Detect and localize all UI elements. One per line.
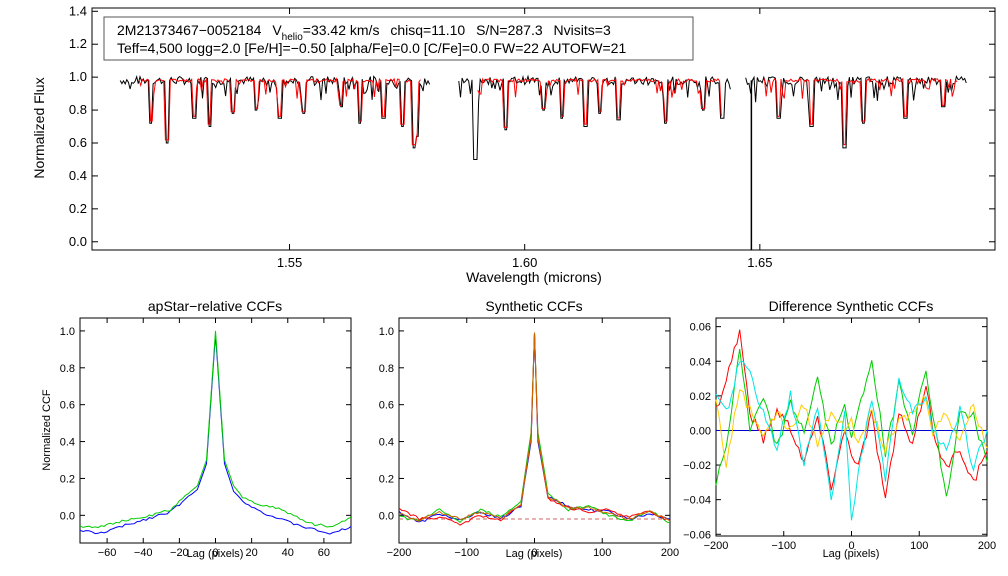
x-tick-label: 100 bbox=[910, 540, 928, 552]
spectrum-lines bbox=[120, 76, 966, 250]
y-tick-label: −0.06 bbox=[683, 529, 711, 541]
x-tick-label: −40 bbox=[134, 547, 153, 559]
apstar-ccf-x-axis-label: Lag (pixels) bbox=[187, 548, 244, 560]
x-tick-label: 20 bbox=[246, 547, 258, 559]
y-tick-label: 0.0 bbox=[379, 510, 394, 522]
x-tick-label: 40 bbox=[282, 547, 294, 559]
x-tick-label: 1.65 bbox=[747, 255, 772, 270]
y-tick-label: 1.0 bbox=[60, 326, 75, 338]
difference-ccf-axes-frame bbox=[716, 318, 987, 536]
y-tick-label: 1.4 bbox=[69, 3, 87, 18]
y-tick-label: −0.02 bbox=[683, 460, 711, 472]
difference-ccf-ticks: −200 −100 0 100 200−0.06−0.04−0.020.000.020.… bbox=[683, 318, 996, 552]
synthetic-ccf-x-axis-label: Lag (pixels) bbox=[506, 548, 563, 560]
star-id: 2M21373467−0052184 bbox=[117, 22, 262, 38]
synthetic-ccf-series-red bbox=[399, 333, 670, 525]
y-tick-label: 0.8 bbox=[60, 363, 75, 375]
difference-ccf-title: Difference Synthetic CCFs bbox=[769, 298, 934, 314]
synthetic-ccf-series-orange bbox=[399, 333, 670, 522]
y-tick-label: 0.0 bbox=[69, 234, 87, 249]
y-tick-label: 0.0 bbox=[60, 510, 75, 522]
x-tick-label: 200 bbox=[661, 547, 679, 559]
x-tick-label: −200 bbox=[704, 540, 729, 552]
snr-value: S/N=287.3 bbox=[476, 22, 543, 38]
y-tick-label: 0.6 bbox=[69, 135, 87, 150]
apstar-ccf-y-axis-label: Normalized CCF bbox=[41, 389, 53, 471]
nvisits-value: Nvisits=3 bbox=[554, 22, 611, 38]
y-tick-label: 0.2 bbox=[69, 201, 87, 216]
x-tick-label: 1.55 bbox=[277, 255, 302, 270]
y-tick-label: 0.8 bbox=[379, 363, 394, 375]
apstar-ccf-panel: −60 −40 −20 0 20 40 600.00.20.40.60.81.0 apSta… bbox=[41, 298, 351, 560]
x-tick-label: −100 bbox=[454, 547, 479, 559]
chisq-value: chisq=11.10 bbox=[390, 22, 465, 38]
model-spectrum-chip-3 bbox=[765, 79, 958, 145]
y-tick-label: 0.00 bbox=[690, 425, 711, 437]
y-tick-label: 0.2 bbox=[60, 473, 75, 485]
y-tick-label: −0.04 bbox=[683, 495, 711, 507]
y-tick-label: 0.2 bbox=[379, 473, 394, 485]
difference-ccf-lines bbox=[716, 330, 987, 521]
y-tick-label: 1.0 bbox=[379, 326, 394, 338]
synthetic-ccf-series-green bbox=[399, 333, 670, 523]
y-tick-label: 0.06 bbox=[690, 322, 711, 334]
apstar-ccf-title: apStar−relative CCFs bbox=[148, 298, 282, 314]
apstar-ccf-axes-frame bbox=[80, 318, 351, 543]
y-tick-label: 0.02 bbox=[690, 391, 711, 403]
stellar-params: Teff=4,500 logg=2.0 [Fe/H]=−0.50 [alpha/… bbox=[117, 40, 626, 56]
spectrum-x-axis-label: Wavelength (microns) bbox=[466, 269, 602, 285]
spectrum-panel: 1.55 1.60 1.65 0.0 0.2 0.4 0.6 0.8 1.0 1.2 1.4 Wav… bbox=[31, 3, 995, 285]
model-spectrum-chip-2 bbox=[478, 79, 722, 128]
observed-spectrum-chip-1 bbox=[120, 76, 430, 147]
synthetic-ccf-lines bbox=[399, 333, 670, 525]
y-tick-label: 1.0 bbox=[69, 69, 87, 84]
x-tick-label: −100 bbox=[771, 540, 796, 552]
difference-ccf-series-red bbox=[716, 330, 987, 498]
y-tick-label: 0.6 bbox=[60, 400, 75, 412]
synthetic-ccf-title: Synthetic CCFs bbox=[485, 298, 582, 314]
y-tick-label: 0.4 bbox=[379, 437, 394, 449]
y-tick-label: 0.4 bbox=[69, 168, 87, 183]
x-tick-label: −200 bbox=[387, 547, 412, 559]
x-tick-label: 200 bbox=[978, 540, 996, 552]
x-tick-label: 60 bbox=[318, 547, 330, 559]
figure: 1.55 1.60 1.65 0.0 0.2 0.4 0.6 0.8 1.0 1.2 1.4 Wav… bbox=[0, 0, 1008, 576]
observed-spectrum-chip-2 bbox=[459, 76, 731, 159]
difference-ccf-x-axis-label: Lag (pixels) bbox=[823, 548, 880, 560]
x-tick-label: −60 bbox=[98, 547, 117, 559]
y-tick-label: 0.4 bbox=[60, 437, 75, 449]
x-tick-label: 100 bbox=[593, 547, 611, 559]
model-spectrum-chip-1 bbox=[139, 79, 421, 145]
difference-ccf-panel: −200 −100 0 100 200−0.06−0.04−0.020.000.020.… bbox=[683, 298, 996, 560]
y-tick-label: 0.6 bbox=[379, 400, 394, 412]
apstar-ccf-series-green bbox=[80, 331, 351, 528]
vhelio-value: =33.42 km/s bbox=[303, 22, 380, 38]
y-tick-label: 1.2 bbox=[69, 36, 87, 51]
info-box: 2M21373467−0052184 Vhelio=33.42 km/s chi… bbox=[104, 17, 693, 60]
observed-spectrum-chip-3 bbox=[746, 76, 967, 147]
apstar-ccf-lines bbox=[80, 331, 351, 534]
spectrum-y-axis-label: Normalized Flux bbox=[31, 77, 47, 178]
difference-ccf-series-cyan bbox=[716, 361, 987, 520]
y-tick-label: 0.8 bbox=[69, 102, 87, 117]
apstar-ccf-series-blue bbox=[80, 335, 351, 534]
y-tick-label: 0.04 bbox=[690, 356, 711, 368]
synthetic-ccf-series-blue bbox=[399, 333, 670, 522]
x-tick-label: 1.60 bbox=[512, 255, 537, 270]
